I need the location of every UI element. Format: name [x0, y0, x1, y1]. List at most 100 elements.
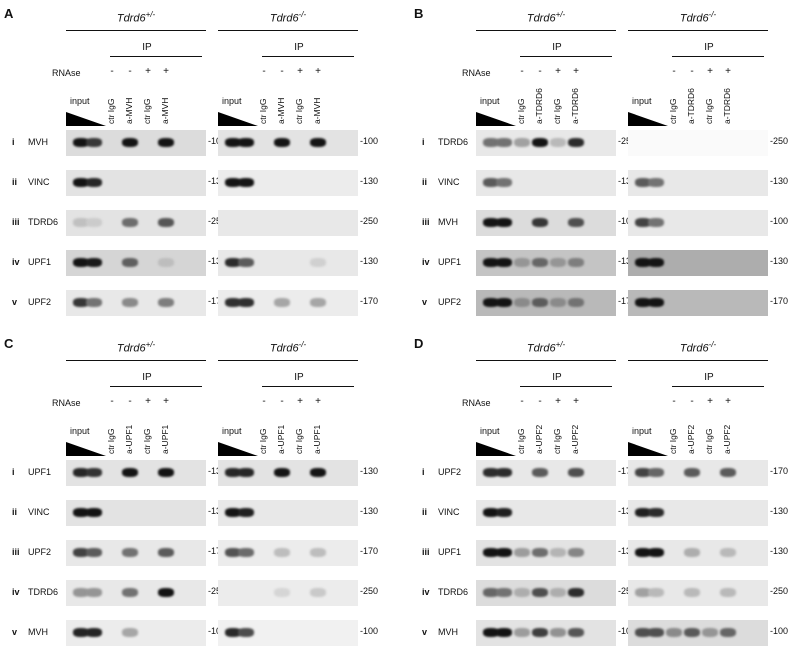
molecular-weight-marker: -130	[770, 546, 789, 556]
blot-band	[238, 298, 254, 307]
blot-band	[496, 178, 512, 187]
genotype-label: Tdrd6+/-	[116, 340, 156, 355]
rnase-sign: +	[573, 66, 579, 77]
rnase-sign: +	[573, 396, 579, 407]
blot-band	[73, 138, 89, 147]
blot-strip	[218, 250, 358, 276]
blot-band	[86, 218, 102, 227]
ip-label: IP	[294, 372, 304, 383]
lane-label: ctr IgG	[516, 98, 526, 124]
blot-band	[86, 178, 102, 187]
row-protein: UPF1	[438, 547, 462, 557]
input-gradient-wedge	[218, 112, 258, 126]
ip-rule	[672, 56, 764, 57]
blot-band	[568, 468, 584, 477]
panel-label: B	[414, 6, 424, 21]
blot-strip	[476, 620, 616, 646]
blot-band	[483, 548, 499, 557]
lane-label: a-UPF1	[124, 424, 134, 454]
blot-band	[73, 178, 89, 187]
lane-label: a-TDRD6	[570, 88, 580, 124]
molecular-weight-marker: -130	[618, 176, 637, 186]
blot-band	[158, 548, 174, 557]
blot-strip	[476, 500, 616, 526]
ip-rule	[520, 56, 612, 57]
blot-band	[684, 468, 700, 477]
row-protein: UPF1	[438, 257, 462, 267]
row-protein: TDRD6	[438, 137, 469, 147]
lane-label: ctr IgG	[294, 428, 304, 454]
rnase-sign: +	[707, 66, 713, 77]
ip-label: IP	[704, 372, 714, 383]
blot-strip	[218, 460, 358, 486]
blot-band	[274, 468, 290, 477]
blot-strip	[66, 130, 206, 156]
genotype-label: Tdrd6-/-	[679, 340, 717, 355]
blot-band	[73, 298, 89, 307]
lane-label: ctr IgG	[704, 428, 714, 454]
blot-band	[514, 298, 530, 307]
input-gradient-wedge	[218, 442, 258, 456]
blot-band	[702, 628, 718, 637]
blot-band	[496, 138, 512, 147]
blot-band	[238, 548, 254, 557]
blot-strip	[218, 210, 358, 236]
rnase-sign: +	[725, 66, 731, 77]
blot-band	[86, 508, 102, 517]
input-label: input	[70, 96, 90, 106]
molecular-weight-marker: -250	[770, 136, 789, 146]
ip-label: IP	[704, 42, 714, 53]
lane-label: a-UPF1	[276, 424, 286, 454]
panel-label: C	[4, 336, 14, 351]
blot-band	[73, 468, 89, 477]
blot-band	[648, 508, 664, 517]
blot-band	[225, 468, 241, 477]
genotype-rule	[628, 30, 768, 31]
row-protein: MVH	[438, 217, 458, 227]
row-protein: UPF2	[28, 297, 52, 307]
row-roman: ii	[422, 177, 428, 187]
rnase-label: RNAse	[52, 398, 81, 408]
molecular-weight-marker: -100	[208, 626, 227, 636]
rnase-sign: -	[262, 66, 266, 77]
input-label: input	[480, 426, 500, 436]
blot-strip	[218, 170, 358, 196]
input-gradient-wedge	[476, 112, 516, 126]
lane-label: ctr IgG	[704, 98, 714, 124]
blot-band	[684, 628, 700, 637]
blot-band	[238, 508, 254, 517]
blot-band	[86, 588, 102, 597]
rnase-sign: -	[538, 396, 542, 407]
molecular-weight-marker: -170	[618, 296, 637, 306]
rnase-sign: -	[128, 66, 132, 77]
genotype-rule	[476, 360, 616, 361]
rnase-sign: -	[520, 396, 524, 407]
lane-label: a-TDRD6	[534, 88, 544, 124]
blot-band	[310, 258, 326, 267]
row-protein: UPF1	[28, 257, 52, 267]
lane-label: ctr IgG	[668, 428, 678, 454]
molecular-weight-marker: -170	[360, 296, 379, 306]
blot-band	[720, 468, 736, 477]
blot-band	[514, 628, 530, 637]
blot-strip	[476, 130, 616, 156]
blot-band	[532, 468, 548, 477]
blot-strip	[218, 620, 358, 646]
blot-strip	[476, 290, 616, 316]
molecular-weight-marker: -170	[618, 466, 637, 476]
blot-band	[274, 298, 290, 307]
blot-band	[86, 548, 102, 557]
row-protein: TDRD6	[438, 587, 469, 597]
blot-band	[514, 588, 530, 597]
blot-band	[635, 548, 651, 557]
blot-strip	[66, 210, 206, 236]
blot-strip	[66, 540, 206, 566]
rnase-sign: -	[672, 66, 676, 77]
blot-strip	[628, 500, 768, 526]
blot-band	[568, 588, 584, 597]
blot-strip	[66, 170, 206, 196]
blot-band	[158, 258, 174, 267]
panel-b: B RNAse Tdrd6+/- IP - - + + ctr IgG a-TDRD6 ctr Ig…	[410, 0, 800, 320]
blot-strip	[628, 290, 768, 316]
ip-label: IP	[294, 42, 304, 53]
